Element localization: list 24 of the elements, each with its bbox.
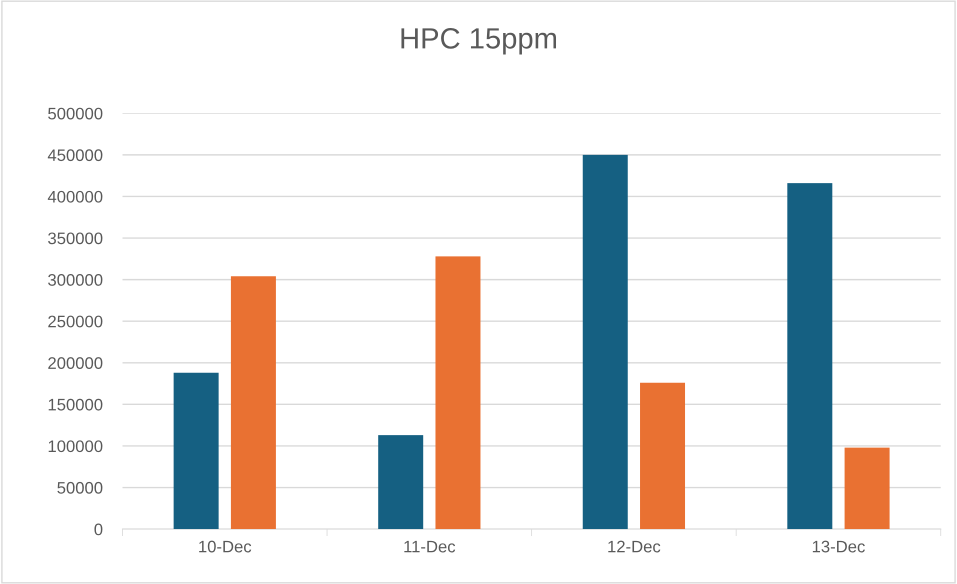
y-tick-label: 450000 <box>48 149 102 162</box>
bar <box>174 372 219 530</box>
y-tick-label: 300000 <box>48 274 102 286</box>
bar <box>640 382 686 530</box>
x-tick-label: 11-Dec <box>404 540 456 552</box>
x-tick-label: 13-Dec <box>812 540 865 552</box>
bar <box>844 448 890 530</box>
bar <box>435 256 480 530</box>
y-tick-label: 250000 <box>48 316 102 328</box>
y-tick-label: 500000 <box>48 108 102 120</box>
y-tick-label: 200000 <box>48 357 102 369</box>
bar <box>582 154 628 530</box>
x-tick-label: 10-Dec <box>199 540 252 552</box>
y-tick-label: 50000 <box>57 482 102 494</box>
bar <box>787 183 832 530</box>
y-tick-label: 0 <box>94 524 102 536</box>
chart-title: HPC 15ppm <box>401 28 556 54</box>
bar <box>378 435 424 530</box>
y-tick-label: 100000 <box>48 440 102 452</box>
y-tick-label: 350000 <box>48 232 102 244</box>
y-tick-label: 150000 <box>48 398 102 411</box>
y-tick-label: 400000 <box>48 190 102 203</box>
bar <box>230 276 276 530</box>
x-tick-label: 12-Dec <box>608 540 660 552</box>
